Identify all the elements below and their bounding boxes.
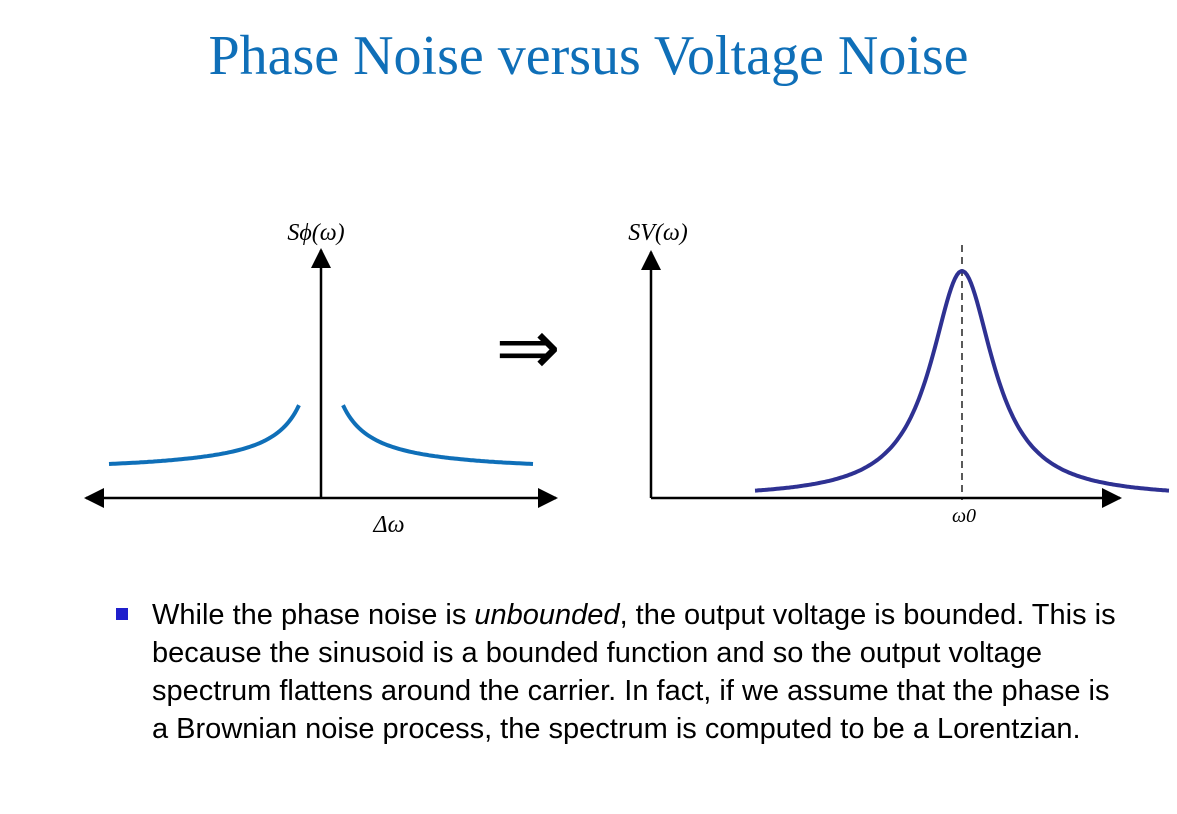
voltage-noise-lorentzian-curve: [754, 269, 1170, 493]
phase-noise-curve-right: [341, 404, 534, 466]
right-xlabel-carrier: ω0: [952, 505, 976, 527]
bullet-text: While the phase noise is unbounded, the …: [152, 599, 1116, 745]
left-ylabel: Sϕ(ω): [287, 220, 344, 246]
phase-noise-curve-left: [108, 404, 301, 466]
bullet-square-icon: [116, 608, 128, 620]
right-plot: SV(ω) ω0: [628, 220, 1170, 527]
left-xlabel: Δω: [372, 512, 404, 538]
page-title: Phase Noise versus Voltage Noise: [208, 25, 969, 87]
bullet-item: While the phase noise is unbounded, the …: [116, 596, 1116, 748]
implies-arrow: ⇒: [495, 303, 560, 393]
left-plot: Sϕ(ω) Δω: [84, 220, 558, 538]
bullet-emphasis: unbounded: [474, 599, 620, 631]
right-ylabel: SV(ω): [628, 220, 688, 246]
